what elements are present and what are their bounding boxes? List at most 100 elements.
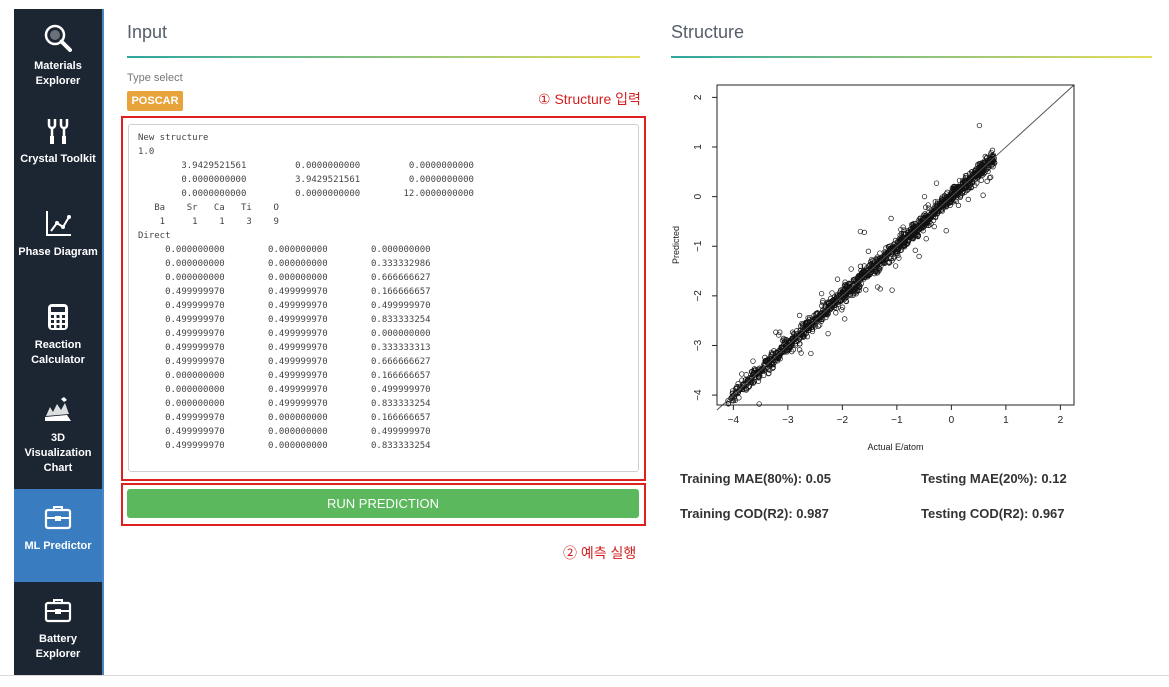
testing-mae: Testing MAE(20%): 0.12 [921, 471, 1067, 486]
nav-3d-visualization-chart[interactable]: 3D Visualization Chart [14, 381, 102, 489]
data-point [797, 331, 804, 337]
data-point [874, 254, 880, 260]
data-point [915, 227, 921, 234]
data-point [927, 219, 933, 225]
data-point [911, 220, 917, 227]
type-select-label: Type select [127, 72, 183, 84]
data-point [961, 181, 968, 187]
nav-label: 3D Visualization Chart [24, 432, 92, 474]
data-point [875, 284, 881, 290]
data-point [804, 325, 810, 332]
nav-crystal-toolkit[interactable]: Crystal Toolkit [14, 102, 102, 195]
data-point [767, 353, 774, 360]
data-point [842, 316, 848, 322]
data-point [820, 298, 826, 304]
data-point [881, 260, 887, 266]
data-point [778, 344, 785, 350]
data-point [892, 244, 898, 250]
data-point [843, 283, 850, 289]
data-point [931, 223, 937, 230]
data-point [756, 401, 762, 407]
data-point [974, 169, 980, 175]
data-point [766, 370, 772, 376]
data-point [956, 183, 962, 190]
data-point [739, 371, 745, 377]
data-point [762, 358, 768, 364]
data-point [864, 272, 870, 278]
y-tick-label: 1 [693, 144, 704, 150]
data-point [803, 319, 809, 326]
data-point [769, 361, 776, 367]
data-point [954, 188, 960, 194]
data-point [858, 275, 864, 281]
x-tick-label: −4 [728, 415, 740, 426]
data-point [857, 263, 864, 269]
x-axis-label: Actual E/atom [867, 442, 923, 452]
data-point [876, 255, 882, 262]
data-point [923, 236, 929, 242]
data-point [957, 193, 964, 200]
nav-label: Battery Explorer [35, 633, 81, 660]
data-point [771, 354, 777, 360]
training-cod: Training COD(R2): 0.987 [680, 506, 829, 521]
nav-label: ML Predictor [24, 540, 92, 552]
data-point [833, 310, 839, 316]
plot-frame [716, 84, 1075, 406]
nav-battery-explorer[interactable]: Battery Explorer [14, 582, 102, 675]
data-point [743, 387, 749, 393]
data-point [935, 206, 941, 212]
data-point [892, 263, 899, 269]
x-tick-label: −3 [782, 415, 794, 426]
data-point [798, 330, 804, 337]
data-point [915, 217, 922, 224]
y-tick-label: 0 [693, 193, 704, 199]
data-point [901, 227, 907, 233]
data-point [956, 177, 963, 184]
data-point [725, 401, 732, 407]
nav-materials-explorer[interactable]: Materials Explorer [14, 9, 102, 102]
data-point [988, 174, 994, 180]
data-point [799, 323, 806, 329]
data-point [799, 320, 805, 327]
data-point [865, 248, 872, 254]
data-point [825, 330, 831, 337]
data-point [955, 202, 962, 209]
data-point [850, 292, 856, 298]
data-point [768, 349, 775, 356]
data-point [869, 258, 876, 264]
data-point [808, 350, 814, 357]
nav-label: Reaction Calculator [31, 339, 85, 366]
nav-phase-diagram[interactable]: Phase Diagram [14, 195, 102, 288]
data-point [980, 192, 986, 198]
nav-ml-predictor[interactable]: ML Predictor [14, 489, 102, 582]
data-point [839, 304, 846, 310]
data-point [776, 332, 782, 338]
x-tick-label: 2 [1058, 415, 1064, 426]
data-point [839, 307, 845, 313]
structure-input-highlight [121, 116, 646, 481]
structure-textarea[interactable]: New structure 1.0 3.9429521561 0.0000000… [128, 124, 639, 472]
input-title: Input [127, 22, 168, 42]
data-point [750, 358, 756, 364]
data-point [954, 185, 960, 191]
data-point [990, 164, 996, 170]
data-point [796, 312, 803, 319]
structure-divider [671, 56, 1152, 58]
data-point [909, 230, 915, 236]
data-point [989, 147, 996, 153]
data-point [953, 198, 960, 204]
data-point [921, 217, 927, 224]
data-point [834, 276, 841, 282]
data-point [858, 277, 864, 283]
nav-reaction-calculator[interactable]: Reaction Calculator [14, 288, 102, 381]
input-divider [127, 56, 640, 58]
poscar-type-button[interactable]: POSCAR [127, 91, 183, 111]
run-prediction-button[interactable]: RUN PREDICTION [127, 489, 639, 518]
data-point [896, 255, 902, 261]
data-point [867, 272, 873, 278]
data-point [966, 177, 972, 183]
data-point [861, 229, 867, 236]
data-point [877, 250, 883, 256]
x-tick-label: −2 [837, 415, 849, 426]
data-point [857, 228, 864, 235]
